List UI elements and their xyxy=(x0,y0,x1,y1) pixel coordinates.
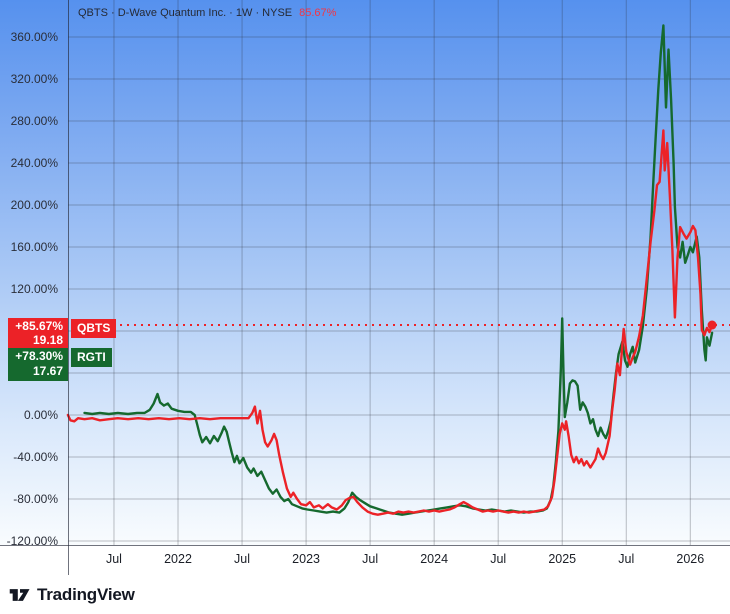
time-axis-tick: 2025 xyxy=(548,552,577,566)
tradingview-logo-text: TradingView xyxy=(37,584,135,604)
time-axis-tick: Jul xyxy=(234,552,251,566)
rgti-series-line xyxy=(83,24,714,516)
chart-legend: QBTS · D-Wave Quantum Inc. · 1W · NYSE 85… xyxy=(78,7,336,19)
time-axis[interactable]: Jul 2022 Jul 2023 Jul 2024 Jul 2025 Jul 2026 xyxy=(0,545,730,575)
symbol-change-value: 85.67% xyxy=(299,7,337,19)
rgti-symbol-tag: RGTI xyxy=(71,348,112,367)
footer-bar: TradingView xyxy=(0,575,730,614)
price-axis-tick: 240.00% xyxy=(10,156,58,170)
price-axis-tick: 280.00% xyxy=(10,114,58,128)
price-axis-tick: -120.00% xyxy=(6,533,58,545)
price-axis-tick: 160.00% xyxy=(10,240,58,254)
time-axis-tick: 2022 xyxy=(164,552,192,566)
qbts-symbol-tag: QBTS xyxy=(71,319,117,338)
price-axis-border xyxy=(68,0,69,575)
tradingview-logo[interactable]: TradingView xyxy=(9,585,135,605)
rgti-last-price: 17.67 xyxy=(32,364,63,378)
time-axis-tick: 2024 xyxy=(420,552,449,566)
qbts-price-label: +85.67% 19.18 xyxy=(8,318,68,348)
price-axis-tick: 0.00% xyxy=(23,408,58,422)
time-axis-tick: 2023 xyxy=(292,552,320,566)
tradingview-logo-icon xyxy=(9,588,30,601)
time-axis-tick: Jul xyxy=(105,552,122,566)
price-axis-tick: 320.00% xyxy=(10,72,58,86)
price-axis-tick: -40.00% xyxy=(13,449,58,464)
qbts-series-line xyxy=(66,129,714,516)
qbts-change-pct: +85.67% xyxy=(15,319,63,333)
rgti-change-pct: +78.30% xyxy=(15,349,63,363)
price-axis-tick: -80.00% xyxy=(13,491,58,506)
time-axis-border xyxy=(0,545,730,546)
qbts-last-value-dot xyxy=(707,320,717,330)
price-axis[interactable]: 360.00% 320.00% 280.00% 240.00% 200.00% 160.0… xyxy=(0,0,68,545)
symbol-description[interactable]: QBTS · D-Wave Quantum Inc. · 1W · NYSE xyxy=(78,7,293,19)
price-axis-tick: 120.00% xyxy=(10,282,58,296)
price-axis-tick: 360.00% xyxy=(10,30,58,44)
time-axis-tick: Jul xyxy=(618,552,635,566)
price-chart[interactable] xyxy=(0,0,730,545)
chart-background xyxy=(0,0,730,545)
time-axis-tick: Jul xyxy=(362,552,379,566)
time-axis-tick: Jul xyxy=(490,552,507,566)
price-axis-tick: 200.00% xyxy=(10,198,58,212)
qbts-last-price: 19.18 xyxy=(32,333,63,347)
rgti-price-label: +78.30% 17.67 xyxy=(8,348,68,381)
time-axis-tick: 2026 xyxy=(676,552,705,566)
